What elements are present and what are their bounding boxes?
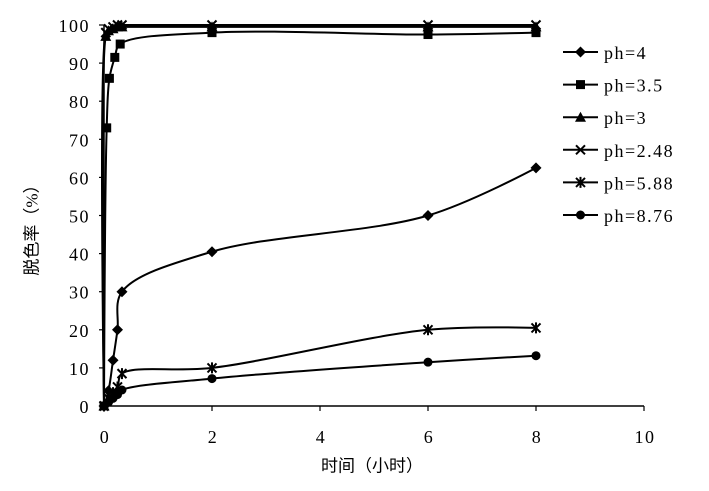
legend-item-ph-4: ph=4 (563, 43, 647, 63)
ph-4-data-point (530, 162, 542, 174)
ph-3-5-data-point (102, 123, 112, 133)
ph-3-data-point (100, 30, 112, 41)
ph-3-5-data-point (531, 28, 541, 38)
ph-4-data-point (116, 286, 128, 298)
legend-circle-icon (576, 210, 585, 220)
ph-2-48-data-point (112, 19, 123, 31)
y-tick-label: 30 (69, 283, 90, 303)
x-tick-label: 4 (316, 427, 327, 447)
legend-item-ph-3: ph=3 (563, 108, 647, 128)
legend-label: ph=4 (604, 43, 647, 63)
legend-label: ph=3 (604, 108, 647, 128)
legend-x-icon (575, 144, 586, 156)
y-tick-label: 90 (69, 54, 90, 74)
ph-3-5-data-point (104, 73, 114, 83)
legend-diamond-icon (575, 46, 586, 58)
y-tick-label: 40 (69, 245, 90, 265)
y-tick-label: 10 (69, 359, 90, 379)
ph-2-48-data-point (422, 19, 434, 31)
x-tick-label: 6 (424, 427, 435, 447)
ph-2-48-data-point (116, 19, 128, 31)
legend-square-icon (576, 80, 585, 90)
legend-item-ph-5-88: ph=5.88 (563, 173, 674, 193)
ph-8-76-data-point (531, 351, 541, 361)
legend-item-ph-3-5: ph=3.5 (563, 76, 664, 96)
ph-4-data-point (107, 354, 119, 366)
legend-label: ph=3.5 (604, 76, 664, 96)
y-tick-label: 50 (69, 207, 90, 227)
ph-3-5-data-point (207, 28, 217, 38)
legend-label: ph=8.76 (604, 206, 674, 226)
ph-2-48-data-point (530, 19, 542, 31)
ph-8-76-data-point (207, 374, 217, 384)
ph-2-48-data-point (206, 19, 218, 31)
x-tick-label: 0 (100, 427, 111, 447)
x-tick-label: 10 (635, 427, 656, 447)
y-tick-label: 70 (69, 130, 90, 150)
y-tick-label: 60 (69, 168, 90, 188)
ph-4-data-point (206, 246, 218, 258)
legend-label: ph=5.88 (604, 173, 674, 193)
ph-4-data-point (422, 210, 434, 221)
y-tick-label: 0 (80, 397, 91, 417)
ph-5-88-data-point (530, 322, 542, 334)
legend: ph=4 ph=3.5 ph=3 ph=2.48 ph=5.88 ph=8.76 (563, 43, 674, 226)
x-tick-label: 8 (532, 427, 543, 447)
y-axis-title: 脱色率（%） (23, 176, 42, 275)
legend-label: ph=2.48 (604, 141, 674, 161)
ph-3-5-data-point (115, 39, 125, 49)
ph-5-88-data-point (422, 324, 434, 336)
x-tick-label: 2 (208, 427, 219, 447)
legend-triangle-icon (575, 111, 586, 122)
y-tick-label: 100 (59, 16, 91, 36)
ph-3-5-line (103, 30, 537, 407)
ph-4-data-point (112, 324, 123, 336)
y-tick-label: 20 (69, 321, 90, 341)
ph-5-88-data-point (116, 368, 128, 380)
y-tick-label: 80 (69, 92, 90, 112)
series-markers (98, 19, 542, 412)
ph-3-5-data-point (110, 52, 120, 62)
ph-8-76-data-point (117, 385, 127, 395)
legend-item-ph-2-48: ph=2.48 (563, 141, 674, 161)
ph-8-76-data-point (423, 357, 433, 367)
legend-asterisk-icon (575, 176, 586, 188)
x-axis-title: 时间（小时） (321, 457, 423, 476)
ph-5-88-data-point (206, 362, 218, 374)
ph-5-88-line (103, 326, 537, 407)
ph-8-76-line (103, 354, 537, 407)
ph-3-5-data-point (423, 30, 433, 40)
series-lines (100, 23, 537, 407)
legend-item-ph-8-76: ph=8.76 (563, 206, 674, 226)
